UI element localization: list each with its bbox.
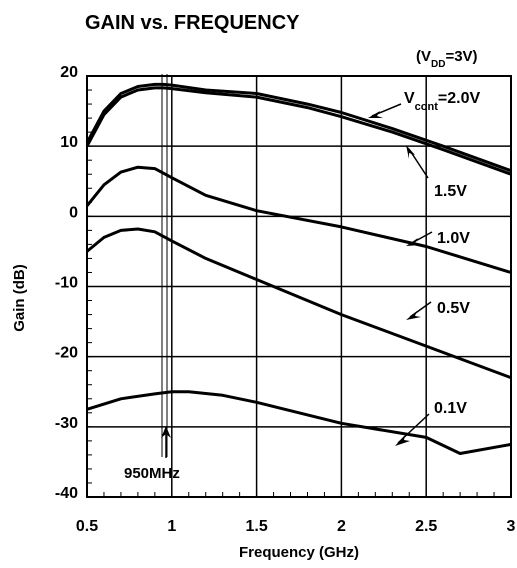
y-tick-labels: 20 10 0 -10 -20 -30 -40	[55, 64, 78, 502]
y-tick-label-6: -40	[55, 485, 78, 502]
y-tick-label-2: 0	[69, 204, 78, 221]
series-line-3	[86, 227, 512, 380]
series-line-1	[85, 86, 512, 176]
series-label-1-5v: 1.5V	[434, 183, 467, 200]
y-tick-label-0: 20	[60, 64, 78, 81]
x-tick-label-2: 1.5	[245, 518, 267, 535]
x-tick-label-5: 3	[507, 518, 516, 535]
series-label-0-5v: 0.5V	[437, 300, 470, 317]
series-lines	[85, 82, 512, 455]
arrow-1-5v-head	[406, 145, 415, 159]
y-axis-label: Gain (dB)	[11, 264, 28, 332]
arrow-1v-head	[406, 238, 421, 246]
arrow-2v-head	[368, 111, 383, 118]
x-tick-label-4: 2.5	[415, 518, 437, 535]
arrow-0-1v-head	[395, 435, 410, 446]
chart-title: GAIN vs. FREQUENCY	[85, 12, 300, 34]
x-tick-label-3: 2	[337, 518, 346, 535]
series-line-0	[85, 82, 512, 173]
grid-lines	[86, 75, 512, 498]
series-line-4	[86, 390, 512, 455]
arrow-0-5v-head	[406, 311, 421, 320]
marker-arrow-head	[161, 426, 171, 438]
x-tick-label-1: 1	[167, 518, 176, 535]
x-axis-label: Frequency (GHz)	[239, 544, 359, 561]
y-tick-label-3: -10	[55, 275, 78, 292]
condition-label: (VDD=3V)	[416, 48, 478, 70]
x-tick-label-0: 0.5	[76, 518, 98, 535]
series-label-2v: Vcont=2.0V	[404, 90, 480, 113]
y-tick-label-5: -30	[55, 415, 78, 432]
frequency-marker: 950MHz	[124, 74, 180, 482]
y-tick-label-1: 10	[60, 134, 78, 151]
marker-label: 950MHz	[124, 465, 180, 482]
y-tick-label-4: -20	[55, 345, 78, 362]
series-line-2	[85, 165, 512, 274]
x-tick-labels: 0.5 1 1.5 2 2.5 3	[76, 518, 516, 535]
series-annotations: Vcont=2.0V 1.5V 1.0V 0.5V 0.1V	[368, 90, 480, 446]
series-label-1v: 1.0V	[437, 230, 470, 247]
series-label-0-1v: 0.1V	[434, 400, 467, 417]
